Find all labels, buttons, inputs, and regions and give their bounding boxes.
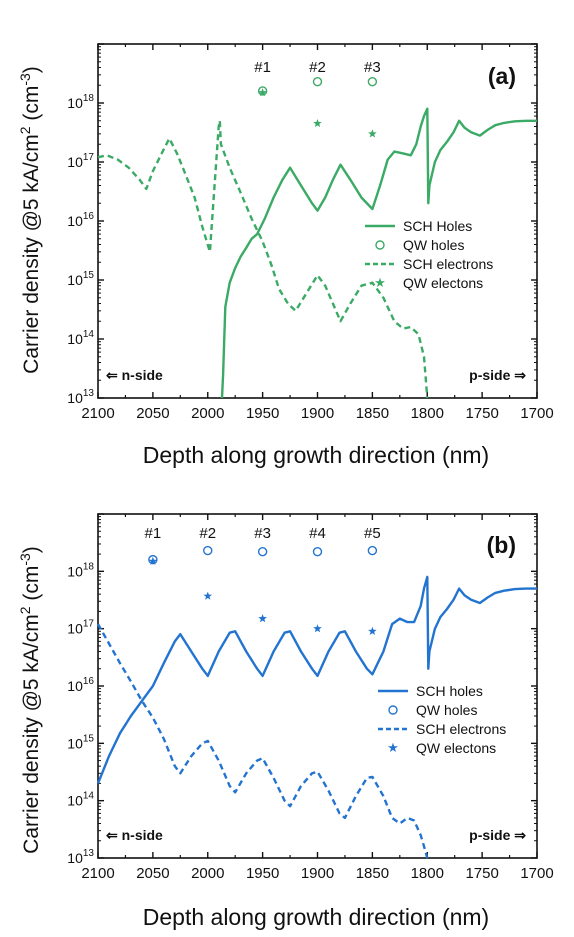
panel-b-ylabel: Carrier density @5 kA/cm2 (cm-3) — [17, 546, 43, 854]
panel-a-p-side-label: p-side ⇒ — [469, 367, 526, 383]
y-tick-label: 1015 — [67, 733, 94, 751]
x-tick-label: 1750 — [465, 865, 498, 882]
y-tick-label: 1014 — [67, 791, 94, 809]
qw-holes-marker — [367, 76, 378, 87]
plot-layer: 2100 2050 2000 1950 1900 1850 1800 1750 1700 1013… — [67, 43, 554, 422]
x-tick-label: 2000 — [191, 405, 224, 422]
legend-circle-marker — [375, 240, 385, 250]
x-tick-label: 1850 — [356, 865, 389, 882]
x-tick-label: 1900 — [301, 405, 334, 422]
panel-b-legend: SCH holes QW holes SCH electrons ★ QW el… — [378, 683, 506, 756]
qw-holes-marker — [257, 86, 268, 96]
y-tick-label: 1015 — [67, 270, 94, 288]
y-tick-label: 1013 — [67, 388, 94, 406]
panel-a-xlabel: Depth along growth direction (nm) — [143, 442, 489, 468]
qw-number-label: #3 — [254, 525, 271, 542]
legend-star-marker: ★ — [374, 275, 386, 290]
y-tick-label: 1017 — [67, 152, 94, 170]
x-tick-label: 1950 — [246, 865, 279, 882]
x-tick-label: 2050 — [136, 865, 169, 882]
qw-electrons-marker — [313, 624, 322, 633]
x-tick-label: 2000 — [191, 865, 224, 882]
qw-number-label: #4 — [309, 525, 326, 542]
qw-electrons-marker — [203, 591, 212, 600]
x-tick-label: 1800 — [411, 405, 444, 422]
qw-holes-marker — [257, 547, 268, 557]
panel-b-n-side-label: ⇐ n-side — [106, 827, 163, 843]
panel-a-n-side-label: ⇐ n-side — [106, 367, 163, 383]
qw-number-label: #1 — [145, 525, 162, 542]
x-tick-label: 1700 — [520, 405, 553, 422]
panel-b-p-side-label: p-side ⇒ — [469, 827, 526, 843]
x-tick-label: 1900 — [301, 865, 334, 882]
panel-a-legend: SCH Holes QW holes SCH electrons ★ QW el… — [365, 218, 493, 291]
y-tick-label: 1018 — [67, 93, 94, 111]
legend-label: QW holes — [403, 237, 464, 253]
qw-electrons-marker — [368, 129, 377, 138]
qw-electrons-marker — [313, 119, 322, 128]
panel-a-chart: 2100 2050 2000 1950 1900 1850 1800 1750 1700 1013… — [17, 43, 554, 468]
panel-b-chart: 2100 2050 2000 1950 1900 1850 1800 1750 1700 1013… — [17, 513, 554, 930]
qw-holes-marker — [148, 554, 158, 565]
y-tick-label: 1017 — [67, 619, 94, 637]
legend-label: QW electons — [416, 740, 496, 756]
sch-electrons-line — [97, 119, 429, 399]
panel-b-label: (b) — [487, 532, 516, 558]
x-tick-label: 1850 — [356, 405, 389, 422]
x-tick-label: 1800 — [411, 865, 444, 882]
qw-number-label: #5 — [364, 525, 381, 542]
legend-label: SCH Holes — [403, 218, 472, 234]
x-tick-label: 1750 — [465, 405, 498, 422]
qw-holes-marker — [203, 545, 213, 556]
y-tick-label: 1014 — [67, 329, 94, 347]
qw-number-label: #2 — [309, 59, 326, 76]
y-tick-label: 1013 — [67, 848, 94, 866]
sch-holes-line — [220, 107, 537, 399]
legend-star-marker: ★ — [387, 740, 399, 755]
qw-holes-marker — [312, 76, 323, 87]
legend-label: QW holes — [416, 702, 477, 718]
qw-holes-marker — [367, 545, 378, 556]
x-tick-label: 2100 — [81, 865, 114, 882]
qw-number-label: #3 — [364, 59, 381, 76]
panel-a-label: (a) — [488, 63, 516, 89]
sch-holes-line — [96, 575, 537, 784]
panel-b-xlabel: Depth along growth direction (nm) — [143, 904, 489, 930]
x-tick-label: 2100 — [81, 405, 114, 422]
plot-layer: 2100 2050 2000 1950 1900 1850 1800 1750 1700 1013… — [67, 513, 554, 882]
x-tick-label: 1700 — [520, 865, 553, 882]
qw-number-label: #2 — [199, 525, 216, 542]
qw-number-label: #1 — [254, 59, 271, 76]
y-tick-label: 1016 — [67, 211, 94, 229]
qw-electrons-marker — [258, 88, 267, 97]
y-tick-label: 1016 — [67, 676, 94, 694]
qw-electrons-marker — [148, 556, 158, 565]
qw-electrons-marker — [258, 614, 267, 623]
legend-label: QW electons — [403, 275, 483, 291]
qw-electrons-marker — [368, 626, 377, 635]
y-tick-label: 1018 — [67, 561, 94, 579]
panel-a-ylabel: Carrier density @5 kA/cm2 (cm-3) — [17, 66, 43, 374]
legend-label: SCH electrons — [416, 721, 506, 737]
x-tick-label: 1950 — [246, 405, 279, 422]
legend-label: SCH electrons — [403, 256, 493, 272]
legend-label: SCH holes — [416, 683, 483, 699]
x-tick-label: 2050 — [136, 405, 169, 422]
legend-circle-marker — [388, 705, 398, 715]
sch-electrons-line — [96, 623, 429, 859]
qw-holes-marker — [312, 547, 323, 557]
